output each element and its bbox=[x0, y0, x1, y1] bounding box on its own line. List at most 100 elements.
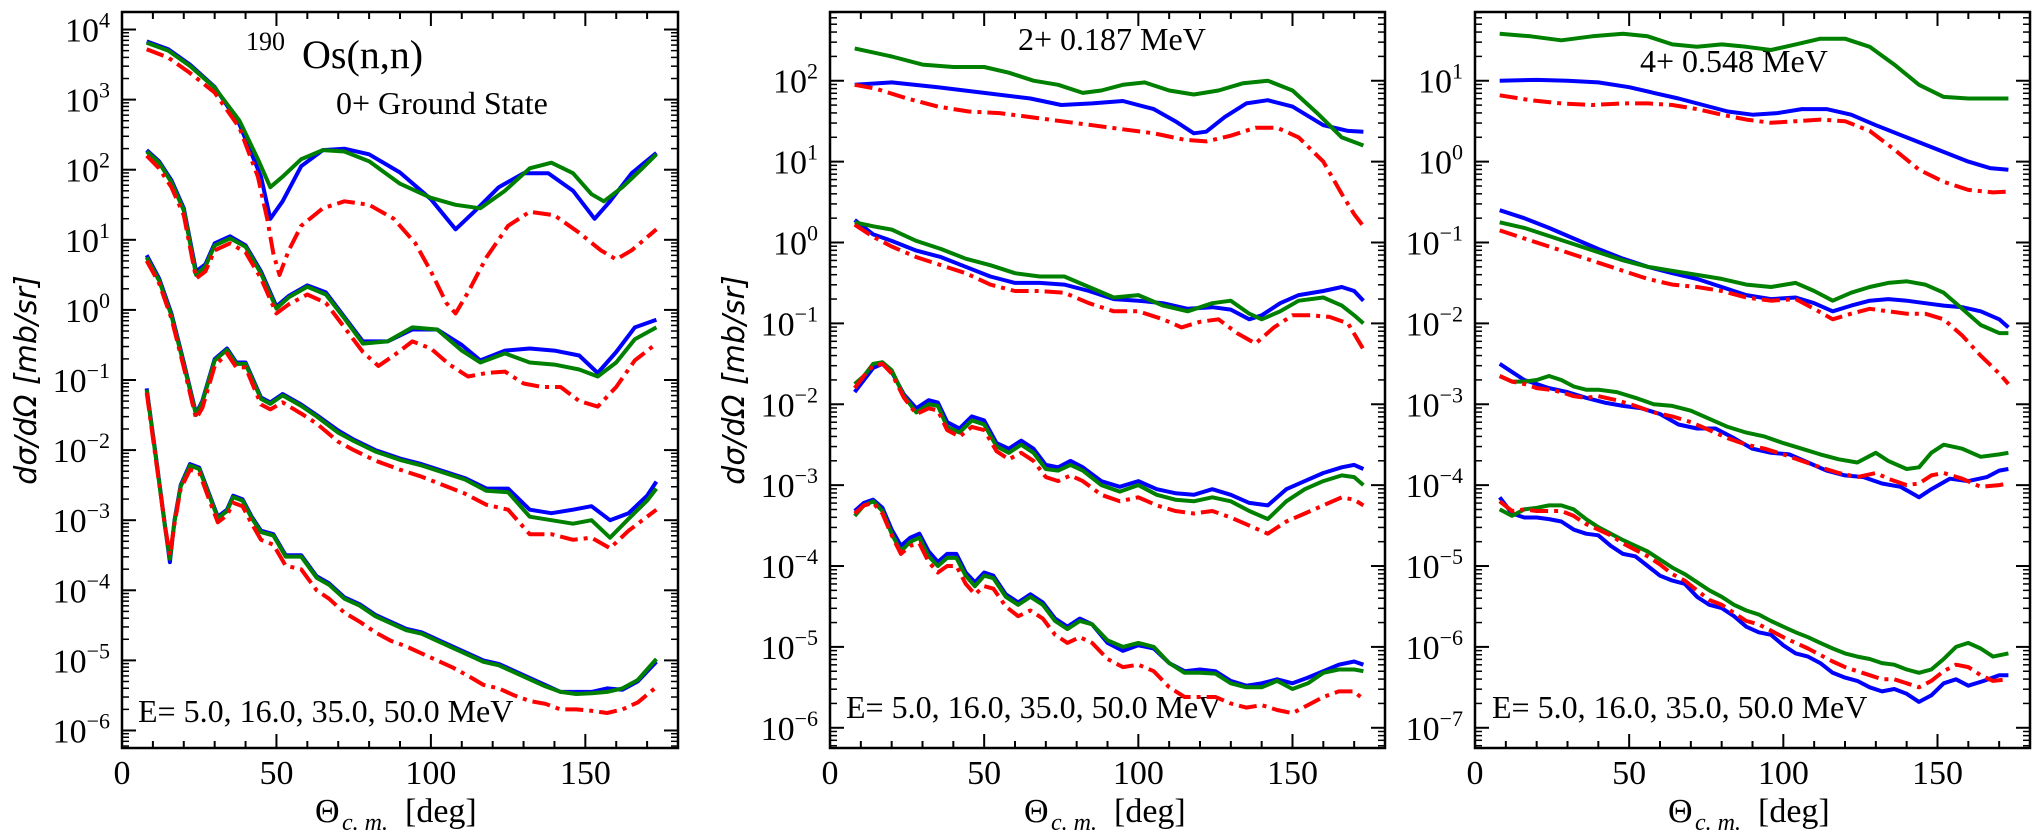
series-red-curve-1 bbox=[145, 47, 658, 316]
state-label: 0+ Ground State bbox=[336, 85, 548, 121]
y-tick-label: 102 bbox=[773, 59, 818, 101]
x-axis-label-unit: [deg] bbox=[405, 793, 477, 830]
y-tick-label: 10−7 bbox=[1406, 706, 1463, 748]
y-tick-label: 10−2 bbox=[761, 382, 818, 424]
state-label: 2+ 0.187 MeV bbox=[1018, 21, 1206, 57]
y-tick-label: 103 bbox=[65, 78, 110, 120]
series-green-curve-1 bbox=[854, 46, 1365, 148]
panel-2plus-state: 2+ 0.187 MeV E= 5.0, 16.0, 35.0, 50.0 Me… bbox=[717, 10, 1387, 836]
y-tick-label: 10−4 bbox=[1406, 463, 1463, 505]
series-red-curve-2 bbox=[145, 154, 658, 409]
y-axis-label: dσ/dΩ [mb/sr] bbox=[9, 275, 44, 484]
x-axis-label-main: Θ bbox=[1024, 793, 1049, 830]
series-green-curve-2 bbox=[145, 150, 658, 379]
x-tick-label: 0 bbox=[1467, 755, 1484, 792]
series-green-curve-3 bbox=[853, 360, 1365, 522]
y-tick-label: 10−2 bbox=[53, 428, 110, 470]
series-blue-curve-4 bbox=[1498, 496, 2009, 704]
series-red-curve-3 bbox=[1498, 374, 2009, 489]
panel-ground-state: 190 Os(n,n) 0+ Ground State E= 5.0, 16.0… bbox=[9, 8, 680, 836]
y-tick-label: 102 bbox=[65, 148, 110, 190]
series-blue-curve-2 bbox=[1499, 208, 2010, 329]
x-axis-label-subscript: c. m. bbox=[342, 810, 388, 836]
series-green-curve-4 bbox=[853, 499, 1364, 691]
y-tick-label: 101 bbox=[1418, 59, 1463, 101]
series-red-curve-1 bbox=[1499, 93, 2009, 195]
series-blue-curve-2 bbox=[853, 218, 1365, 322]
series-blue-curve-4 bbox=[853, 497, 1365, 688]
x-axis-label-main: Θ bbox=[1668, 793, 1693, 830]
x-axis-label-subscript: c. m. bbox=[1051, 810, 1097, 836]
y-tick-label: 10−5 bbox=[53, 638, 110, 680]
y-tick-label: 10−1 bbox=[761, 301, 818, 343]
x-tick-label: 150 bbox=[560, 755, 611, 792]
y-tick-label: 100 bbox=[1418, 140, 1463, 182]
y-tick-label: 10−1 bbox=[1406, 221, 1463, 263]
plot-frame bbox=[120, 10, 680, 750]
series-green-curve-1 bbox=[146, 40, 658, 211]
series-green-curve-3 bbox=[1498, 374, 2009, 471]
y-tick-label: 101 bbox=[65, 218, 110, 260]
y-tick-label: 10−5 bbox=[1406, 544, 1463, 586]
series-red-curve-4 bbox=[144, 392, 658, 715]
y-tick-label: 10−3 bbox=[761, 463, 818, 505]
energy-label: E= 5.0, 16.0, 35.0, 50.0 MeV bbox=[138, 693, 513, 729]
curves bbox=[1498, 31, 2010, 704]
panel-title-superscript: 190 bbox=[246, 27, 285, 56]
series-green-curve-2 bbox=[854, 220, 1365, 325]
y-tick-label: 10−6 bbox=[53, 708, 110, 750]
series-green-curve-4 bbox=[144, 389, 658, 696]
series-red-curve-3 bbox=[144, 259, 658, 551]
y-tick-label: 10−4 bbox=[53, 568, 110, 610]
y-tick-label: 10−3 bbox=[53, 498, 110, 540]
y-tick-label: 10−5 bbox=[761, 625, 818, 667]
y-tick-label: 10−1 bbox=[53, 358, 110, 400]
series-blue-curve-1 bbox=[854, 80, 1364, 136]
series-red-curve-4 bbox=[1498, 499, 2009, 690]
energy-label: E= 5.0, 16.0, 35.0, 50.0 MeV bbox=[1492, 689, 1867, 725]
y-tick-label: 10−2 bbox=[1406, 301, 1463, 343]
series-green-curve-2 bbox=[1499, 220, 2009, 336]
panel-4plus-state: 4+ 0.548 MeV E= 5.0, 16.0, 35.0, 50.0 Me… bbox=[1406, 10, 2032, 836]
x-tick-label: 100 bbox=[1113, 755, 1164, 792]
y-tick-label: 10−4 bbox=[761, 544, 818, 586]
state-label: 4+ 0.548 MeV bbox=[1640, 43, 1828, 79]
y-tick-label: 104 bbox=[65, 8, 110, 50]
x-tick-label: 50 bbox=[259, 755, 293, 792]
series-green-curve-1 bbox=[1499, 31, 2009, 101]
series-blue-curve-1 bbox=[1499, 77, 2009, 172]
energy-label: E= 5.0, 16.0, 35.0, 50.0 MeV bbox=[846, 689, 1221, 725]
series-red-curve-4 bbox=[853, 500, 1365, 716]
y-tick-label: 10−6 bbox=[1406, 625, 1463, 667]
series-red-curve-2 bbox=[853, 223, 1366, 351]
x-axis-label-main: Θ bbox=[315, 793, 340, 830]
y-tick-label: 10−3 bbox=[1406, 382, 1463, 424]
x-tick-label: 100 bbox=[1758, 755, 1809, 792]
x-tick-label: 50 bbox=[1612, 755, 1646, 792]
x-axis-label-unit: [deg] bbox=[1758, 793, 1830, 830]
curves bbox=[853, 46, 1366, 716]
y-tick-label: 100 bbox=[773, 221, 818, 263]
x-tick-label: 0 bbox=[822, 755, 839, 792]
series-blue-curve-3 bbox=[144, 254, 659, 523]
x-tick-label: 50 bbox=[967, 755, 1001, 792]
y-tick-label: 101 bbox=[773, 140, 818, 182]
x-tick-label: 150 bbox=[1267, 755, 1318, 792]
series-green-curve-4 bbox=[1498, 503, 2009, 675]
panel-title: Os(n,n) bbox=[302, 32, 423, 77]
x-tick-label: 100 bbox=[405, 755, 456, 792]
y-axis-label: dσ/dΩ [mb/sr] bbox=[717, 275, 752, 484]
x-axis-label-subscript: c. m. bbox=[1695, 810, 1741, 836]
series-blue-curve-3 bbox=[853, 361, 1365, 508]
x-axis-label-unit: [deg] bbox=[1114, 793, 1186, 830]
y-tick-label: 10−6 bbox=[761, 706, 818, 748]
series-green-curve-3 bbox=[144, 256, 658, 540]
y-tick-label: 100 bbox=[65, 288, 110, 330]
x-tick-label: 0 bbox=[114, 755, 131, 792]
series-red-curve-1 bbox=[854, 82, 1365, 228]
x-tick-label: 150 bbox=[1912, 755, 1963, 792]
series-red-curve-2 bbox=[1499, 228, 2010, 386]
series-red-curve-3 bbox=[853, 361, 1365, 536]
curves bbox=[144, 39, 659, 715]
